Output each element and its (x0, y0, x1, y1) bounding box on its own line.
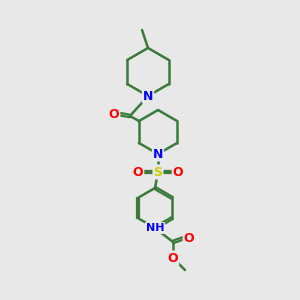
Text: O: O (133, 166, 143, 178)
Text: N: N (143, 89, 153, 103)
Text: O: O (173, 166, 183, 178)
Text: N: N (153, 148, 163, 160)
Text: O: O (168, 251, 178, 265)
Text: O: O (109, 107, 119, 121)
Text: S: S (154, 166, 163, 178)
Text: O: O (184, 232, 194, 244)
Text: NH: NH (146, 223, 164, 233)
